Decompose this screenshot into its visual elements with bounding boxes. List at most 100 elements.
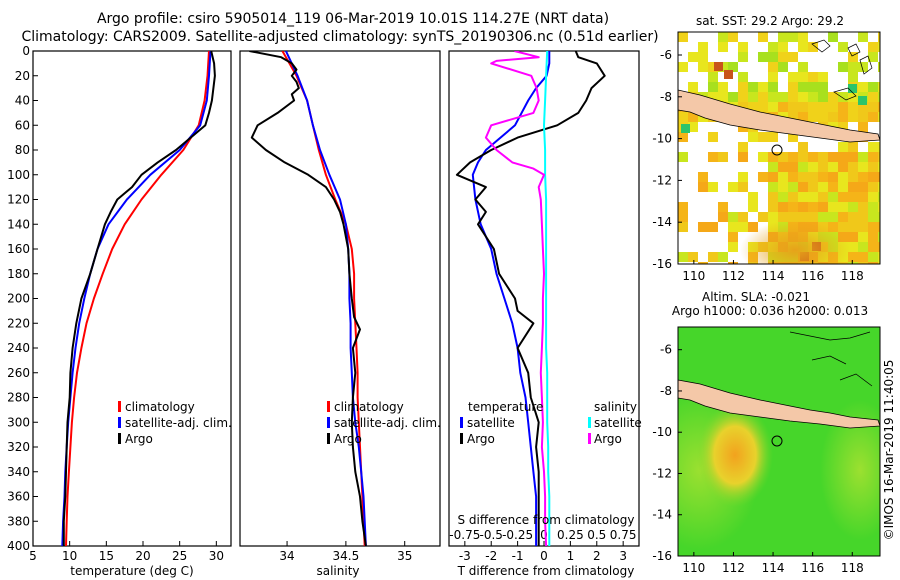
sst-cell — [808, 72, 818, 82]
depth-tick-label: 380 — [7, 514, 30, 528]
sdiff-tick-label: 0.25 — [557, 528, 584, 542]
depth-tick-label: 400 — [7, 539, 30, 553]
sst-cell — [788, 32, 798, 42]
sla-map-frame — [677, 326, 881, 557]
sst-cell — [768, 192, 778, 202]
sst-cell — [808, 192, 818, 202]
sst-cell — [808, 102, 818, 112]
sst-cell — [878, 62, 880, 72]
sst-cell — [868, 262, 878, 264]
sdiff-tick-label: -0.25 — [502, 528, 533, 542]
sst-cell — [878, 102, 880, 112]
legend-argo: Argo — [125, 432, 153, 446]
sst-cell — [798, 142, 808, 152]
sst-cell — [858, 262, 868, 264]
series-satellite-adj-clim- — [61, 51, 212, 546]
tdiff-tick-label: 1 — [567, 549, 575, 563]
sst-cell — [878, 172, 880, 182]
sst-cell — [768, 92, 778, 102]
sst-cell — [768, 212, 778, 222]
sst-cell — [868, 42, 878, 52]
sst-cell — [828, 112, 838, 122]
depth-tick-label: 340 — [7, 465, 30, 479]
sst-cell — [878, 162, 880, 172]
sla-lat-label: -6 — [660, 343, 672, 357]
sst-cell — [838, 152, 848, 162]
sla-lon-label: 116 — [801, 561, 824, 575]
sst-cell — [848, 72, 858, 82]
sst-cell — [828, 222, 838, 232]
sst-cell — [848, 262, 858, 264]
sst-cell — [878, 262, 880, 264]
sst-cell — [868, 82, 878, 92]
sst-cell — [698, 52, 708, 62]
sst-cell — [808, 172, 818, 182]
sst-cell — [788, 102, 798, 112]
depth-tick-label: 60 — [15, 118, 30, 132]
sst-cell — [798, 82, 808, 92]
sst-cell — [828, 102, 838, 112]
temperature-panel: 0 20 40 60 80 100 120 140 160 180 200 220 240 260 280 3… — [7, 44, 232, 578]
sst-cell — [778, 52, 788, 62]
temperature-frame — [32, 50, 232, 547]
depth-tick-label: 140 — [7, 217, 30, 231]
sdiff-tick-label: 0.5 — [587, 528, 606, 542]
sst-cell — [808, 182, 818, 192]
sst-cell — [768, 202, 778, 212]
series-salinity-argo — [484, 51, 548, 546]
sst-cell — [848, 202, 858, 212]
sst-cell — [758, 32, 768, 42]
sst-cell — [858, 102, 868, 112]
sst-cell — [678, 132, 688, 142]
sst-cell — [848, 62, 858, 72]
depth-tick-label: 200 — [7, 292, 30, 306]
sst-cell — [808, 112, 818, 122]
sst-map-title: sat. SST: 29.2 Argo: 29.2 — [696, 14, 844, 28]
depth-tick-label: 240 — [7, 341, 30, 355]
sst-cell — [738, 72, 748, 82]
sst-cell — [838, 172, 848, 182]
sdiff-tick-label: -0.5 — [480, 528, 503, 542]
sst-cell — [858, 252, 868, 262]
sst-cell — [848, 252, 858, 262]
sst-cell — [778, 102, 788, 112]
legend-salinity-argo: Argo — [594, 432, 622, 446]
sst-cell — [718, 202, 728, 212]
sst-cell — [818, 112, 828, 122]
salinity-tick-label: 35 — [397, 549, 412, 563]
sla-map-coastlines — [789, 331, 873, 387]
sst-lat-label: -12 — [652, 173, 672, 187]
sst-lon-label: 112 — [722, 269, 745, 283]
sst-cell — [858, 232, 868, 242]
sst-cell — [738, 142, 748, 152]
difference-axis: -3 -2 -1 0 1 2 3 — [459, 541, 627, 563]
sst-cell — [818, 92, 828, 102]
sst-cell — [788, 212, 798, 222]
sst-cell — [708, 92, 718, 102]
sst-cell — [858, 112, 868, 122]
sla-map-title-line1: Altim. SLA: -0.021 — [702, 290, 810, 304]
sst-cell — [858, 162, 868, 172]
sst-cell — [838, 42, 848, 52]
temperature-xlabel: temperature (deg C) — [70, 564, 193, 578]
series-satellite-adj-clim- — [284, 51, 367, 546]
sst-cell — [778, 202, 788, 212]
sst-lat-label: -10 — [652, 132, 672, 146]
sst-cell — [798, 32, 808, 42]
sst-cell — [788, 202, 798, 212]
sst-cell — [788, 72, 798, 82]
sst-cell — [838, 222, 848, 232]
temperature-tick-label: 15 — [99, 549, 114, 563]
sst-cell — [678, 112, 688, 122]
sla-map-title-line2: Argo h1000: 0.036 h2000: 0.013 — [672, 304, 868, 318]
sst-lat-label: -6 — [660, 48, 672, 62]
depth-tick-label: 320 — [7, 440, 30, 454]
sst-cell — [688, 122, 698, 132]
sst-cell — [848, 182, 858, 192]
depth-tick-label: 100 — [7, 168, 30, 182]
sst-cell — [688, 52, 698, 62]
sst-cell — [808, 202, 818, 212]
sst-cell — [838, 162, 848, 172]
sst-cell — [788, 172, 798, 182]
sst-cell — [768, 102, 778, 112]
